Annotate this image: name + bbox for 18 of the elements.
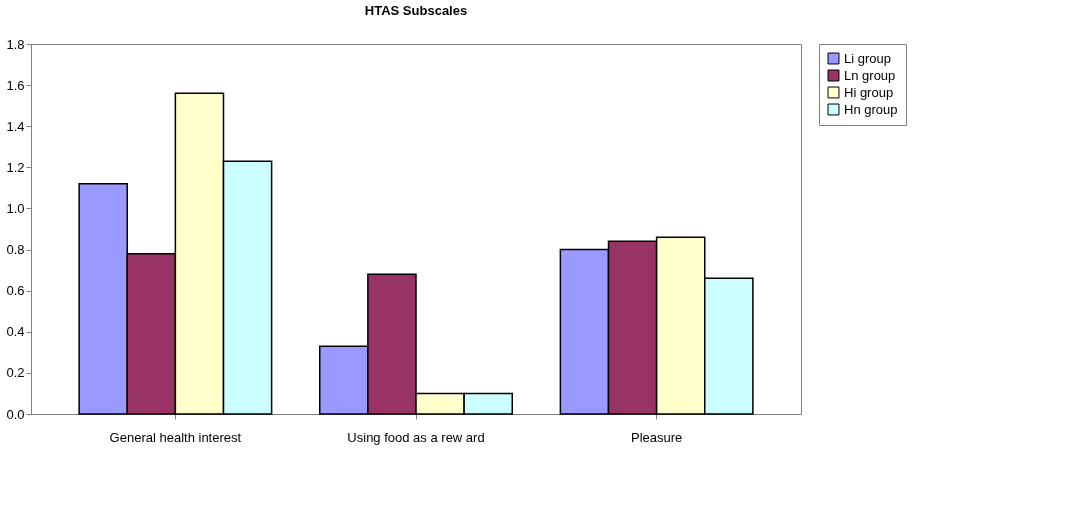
- legend-label: Hn group: [844, 101, 898, 117]
- y-tick-label: 1.2: [6, 159, 25, 175]
- y-tick-label: 1.0: [6, 200, 25, 216]
- y-tick-label: 1.8: [6, 36, 25, 52]
- x-tick-label: Using food as a rew ard: [347, 429, 485, 445]
- legend-label: Ln group: [844, 67, 896, 83]
- y-tick-label: 0.0: [6, 406, 25, 422]
- x-tick-label: General health interest: [109, 429, 242, 445]
- y-tick-label: 0.4: [6, 324, 25, 340]
- legend-label: Hi group: [844, 84, 894, 100]
- y-tick-label: 0.2: [6, 365, 25, 381]
- x-tick-label: Pleasure: [630, 429, 683, 445]
- y-tick-label: 0.8: [6, 242, 25, 258]
- y-tick-label: 0.6: [6, 283, 25, 299]
- legend-label: Li group: [844, 50, 891, 66]
- y-tick-label: 1.6: [6, 77, 25, 93]
- chart-title: HTAS Subscales: [364, 3, 468, 18]
- y-tick-label: 1.4: [6, 118, 25, 134]
